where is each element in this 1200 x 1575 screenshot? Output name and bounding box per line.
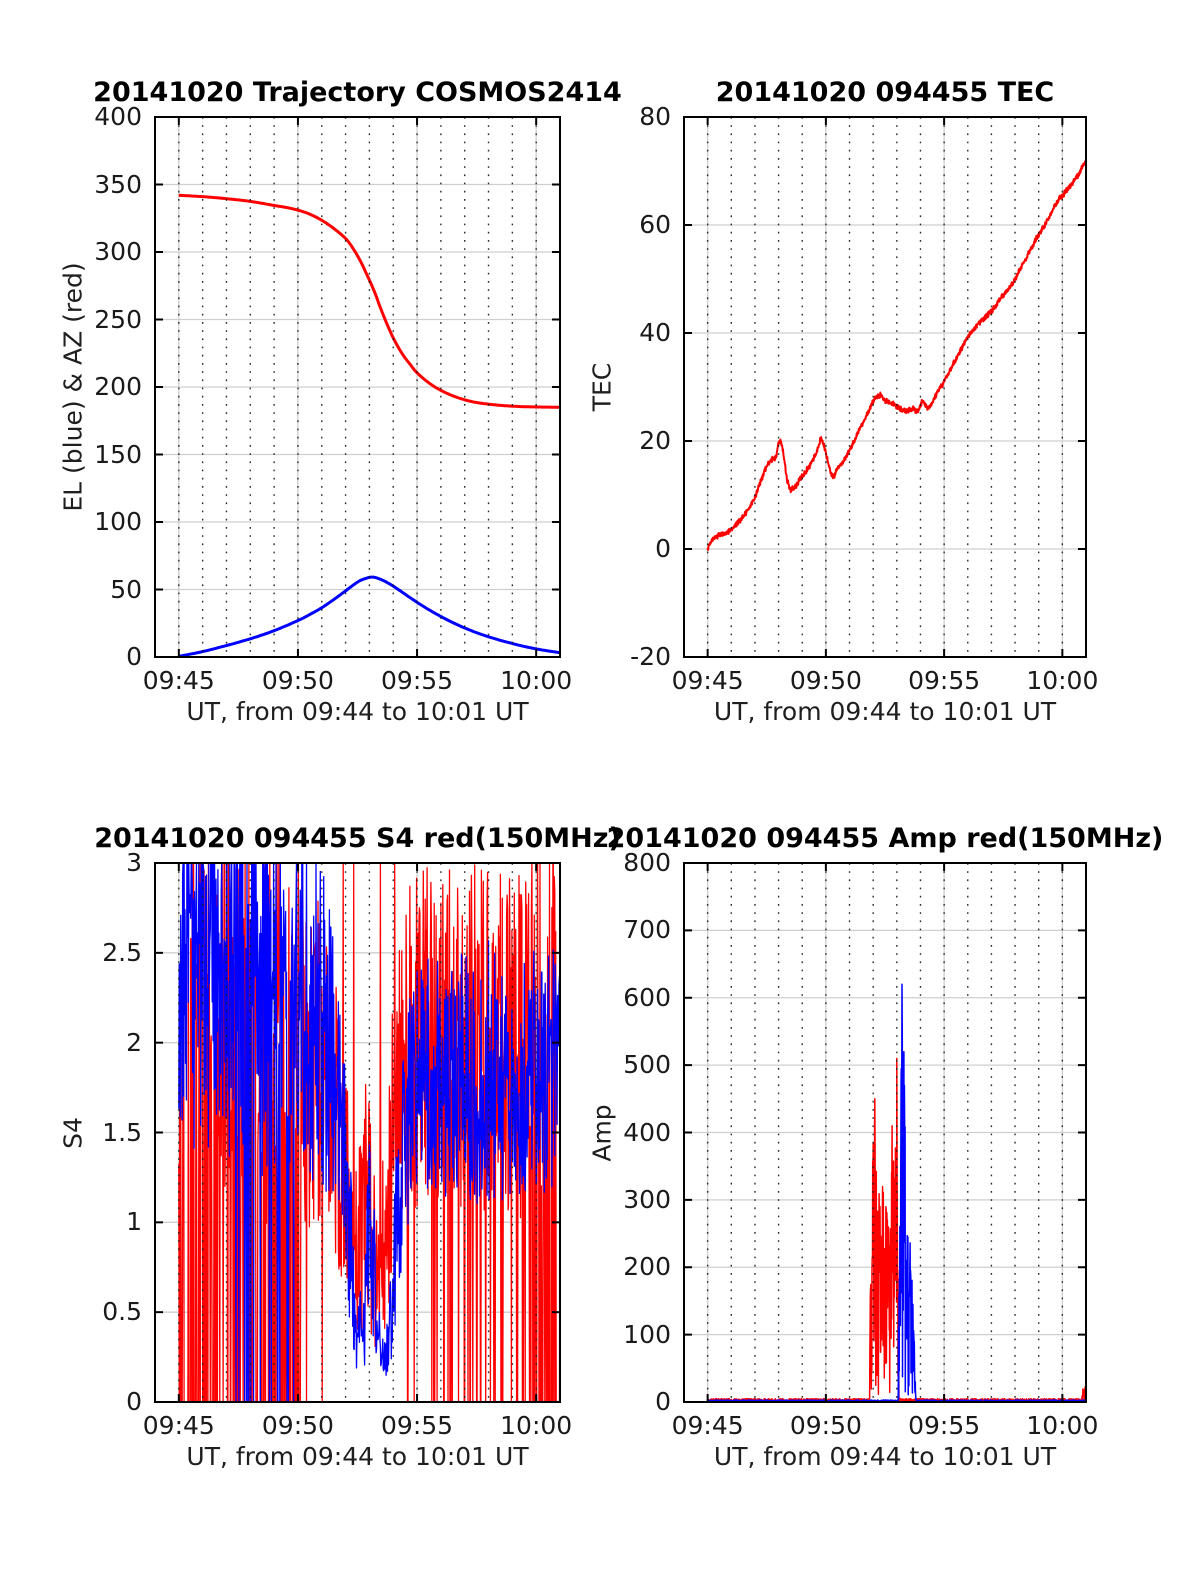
y-tick-label: 50 xyxy=(110,574,142,604)
trajectory-series xyxy=(178,193,560,657)
y-tick-label: 0 xyxy=(655,534,671,563)
x-tick-label: 09:55 xyxy=(908,666,981,695)
y-tick-label: 3 xyxy=(126,848,142,877)
amp-xlabel: UT, from 09:44 to 10:01 UT xyxy=(713,1442,1057,1471)
s4-xlabel: UT, from 09:44 to 10:01 UT xyxy=(186,1442,529,1471)
x-tick-label: 09:45 xyxy=(142,1411,215,1440)
y-tick-label: 250 xyxy=(94,304,142,334)
plot-amp xyxy=(683,862,1087,1403)
plot-tec xyxy=(683,116,1087,658)
series-el-elevation-blue- xyxy=(178,575,560,657)
y-tick-label: -20 xyxy=(630,642,671,671)
plot-trajectory xyxy=(154,116,561,658)
x-tick-label: 10:00 xyxy=(1026,666,1099,695)
tec-series xyxy=(706,159,1086,551)
x-tick-label: 09:50 xyxy=(789,1411,862,1440)
y-tick-label: 150 xyxy=(94,439,142,469)
y-tick-label: 0 xyxy=(126,1387,142,1416)
y-tick-label: 500 xyxy=(623,1050,671,1080)
s4-title: 20141020 094455 S4 red(150MHz) xyxy=(94,823,621,854)
plot-s4 xyxy=(154,862,561,1403)
y-tick-label: 600 xyxy=(623,982,671,1012)
series-s4-400mhz-blue- xyxy=(178,863,560,1402)
y-tick-label: 0 xyxy=(126,642,142,671)
y-tick-label: 400 xyxy=(94,102,142,131)
y-tick-label: 60 xyxy=(639,210,671,239)
amp-title: 20141020 094455 Amp red(150MHz) xyxy=(606,823,1164,854)
x-tick-label: 09:55 xyxy=(381,1411,454,1440)
y-tick-label: 0 xyxy=(655,1387,671,1416)
y-tick-label: 300 xyxy=(623,1184,671,1214)
x-tick-label: 09:45 xyxy=(671,666,744,695)
y-tick-label: 2.5 xyxy=(102,937,142,967)
tec-xlabel: UT, from 09:44 to 10:01 UT xyxy=(713,697,1057,726)
y-tick-label: 80 xyxy=(639,102,671,131)
y-tick-label: 300 xyxy=(94,237,142,266)
y-tick-label: 200 xyxy=(623,1252,671,1282)
y-tick-label: 40 xyxy=(639,318,671,347)
axis-box xyxy=(683,116,1087,658)
series-tec-red- xyxy=(706,159,1086,551)
y-tick-label: 0.5 xyxy=(102,1297,142,1327)
y-tick-label: 1.5 xyxy=(102,1117,142,1147)
x-tick-label: 10:00 xyxy=(500,1411,573,1440)
x-tick-label: 09:45 xyxy=(142,666,215,695)
y-tick-label: 400 xyxy=(623,1117,671,1147)
y-tick-label: 700 xyxy=(623,915,671,945)
y-tick-label: 100 xyxy=(94,507,142,536)
y-tick-label: 350 xyxy=(94,169,142,199)
tec-title: 20141020 094455 TEC xyxy=(715,77,1055,108)
y-tick-label: 1 xyxy=(126,1207,142,1237)
x-tick-label: 09:45 xyxy=(671,1411,744,1440)
x-tick-label: 10:00 xyxy=(1026,1411,1099,1440)
x-tick-label: 09:50 xyxy=(261,666,334,695)
tec-ylabel: TEC xyxy=(587,362,617,412)
x-tick-label: 09:55 xyxy=(381,666,454,695)
s4-series xyxy=(178,863,560,1402)
y-tick-label: 2 xyxy=(126,1027,142,1057)
y-tick-label: 200 xyxy=(94,372,142,401)
x-tick-label: 09:55 xyxy=(908,1411,981,1440)
y-tick-label: 800 xyxy=(623,848,671,877)
x-tick-label: 09:50 xyxy=(789,666,862,695)
x-tick-label: 10:00 xyxy=(500,666,573,695)
trajectory-xlabel: UT, from 09:44 to 10:01 UT xyxy=(186,697,529,726)
x-tick-label: 09:50 xyxy=(261,1411,334,1440)
y-tick-label: 100 xyxy=(623,1319,671,1349)
y-tick-label: 20 xyxy=(639,426,671,455)
trajectory-title: 20141020 Trajectory COSMOS2414 xyxy=(93,77,622,108)
series-az-azimuth-red- xyxy=(178,193,560,409)
